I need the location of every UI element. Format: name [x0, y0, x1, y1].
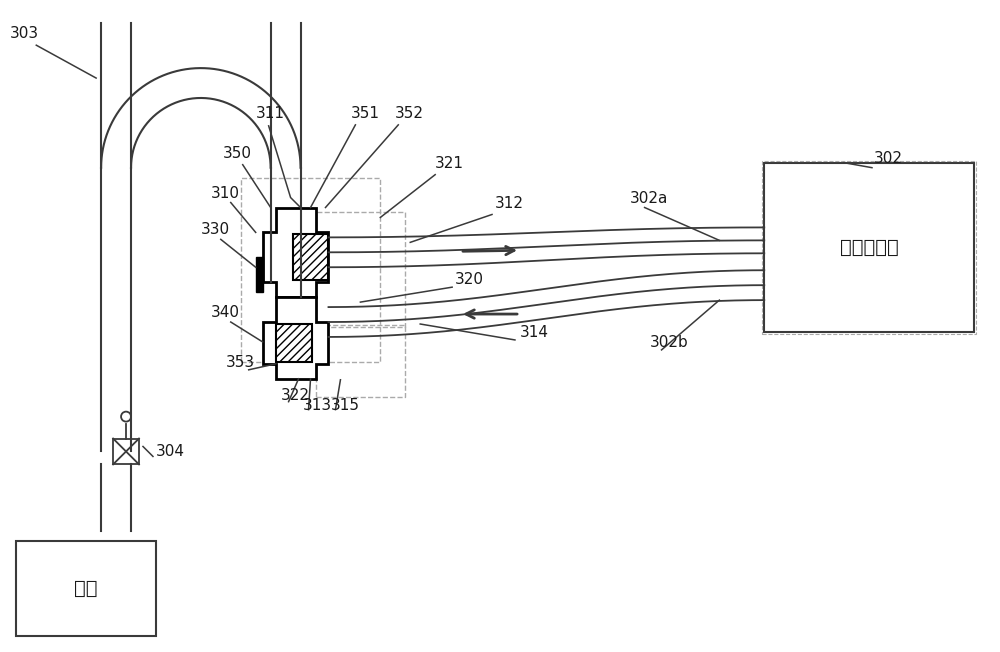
Text: 313: 313 — [303, 398, 332, 413]
Bar — [256, 258, 263, 292]
Text: 302a: 302a — [630, 190, 668, 205]
Bar — [764, 163, 974, 332]
Bar — [16, 541, 156, 636]
Text: 302b: 302b — [650, 335, 688, 350]
Bar — [241, 177, 380, 362]
Text: 340: 340 — [211, 305, 240, 320]
Text: 水源: 水源 — [74, 579, 98, 598]
Bar — [293, 234, 328, 280]
Bar — [316, 325, 405, 396]
Text: 350: 350 — [223, 145, 252, 161]
Text: 330: 330 — [201, 222, 230, 237]
Text: 302: 302 — [874, 151, 903, 166]
Text: 311: 311 — [256, 106, 285, 121]
Text: 322: 322 — [281, 388, 310, 403]
Polygon shape — [263, 207, 328, 297]
Text: 水处理装置: 水处理装置 — [840, 238, 898, 257]
Text: 320: 320 — [455, 272, 484, 287]
Text: 312: 312 — [495, 196, 524, 211]
Text: 315: 315 — [330, 398, 359, 413]
Text: 321: 321 — [435, 156, 464, 171]
Text: 353: 353 — [226, 355, 255, 370]
Text: 310: 310 — [211, 186, 240, 201]
Text: 314: 314 — [520, 325, 549, 340]
Text: 304: 304 — [156, 445, 185, 460]
Bar — [316, 213, 405, 327]
Bar — [762, 160, 976, 334]
Polygon shape — [263, 297, 328, 379]
Text: 352: 352 — [395, 106, 424, 121]
Text: 303: 303 — [9, 26, 38, 41]
Bar — [276, 324, 312, 362]
Text: 351: 351 — [350, 106, 379, 121]
Bar — [113, 439, 139, 464]
